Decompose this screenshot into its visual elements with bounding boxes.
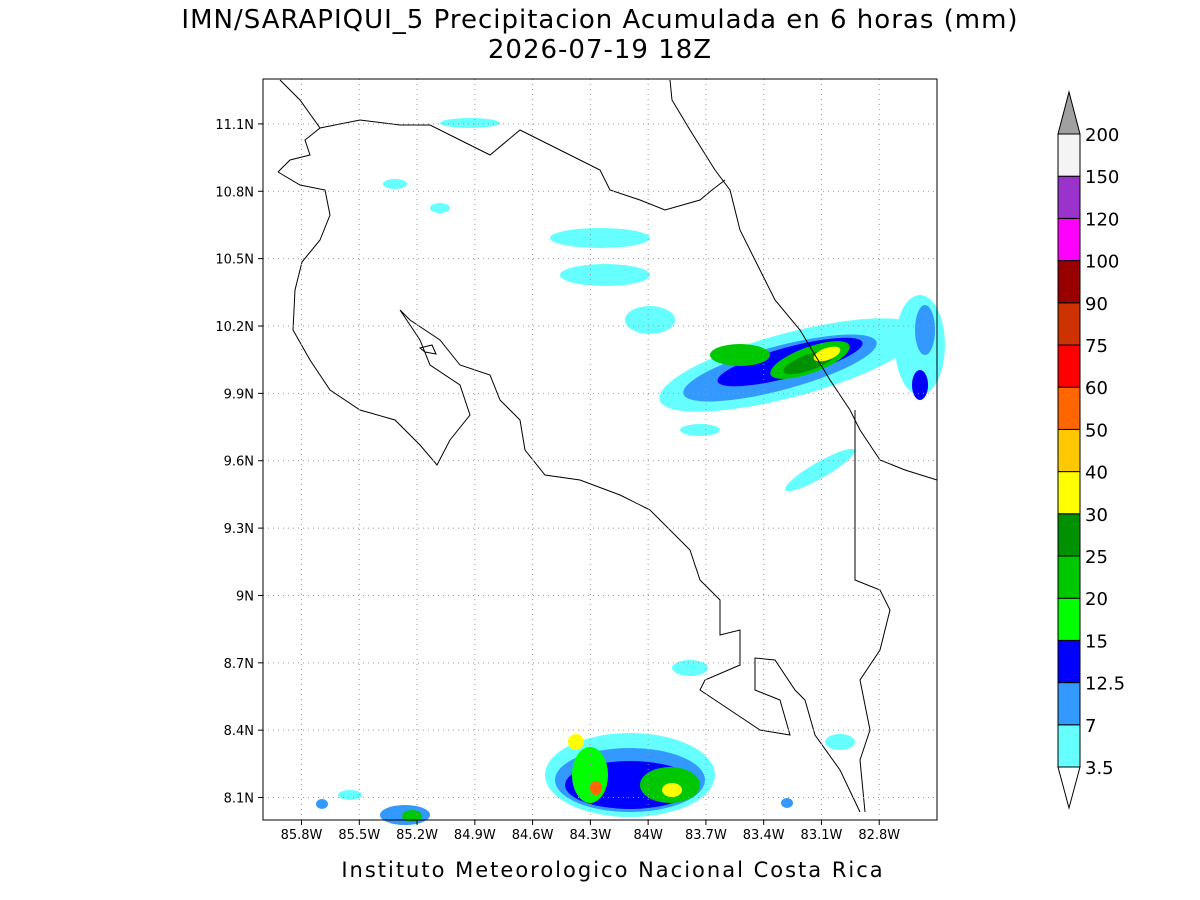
y-tick-label: 8.4N — [224, 724, 254, 739]
x-tick-label: 84.3W — [569, 828, 611, 843]
y-tick-label: 10.2N — [215, 320, 254, 335]
colorbar-band — [1057, 724, 1081, 768]
y-tick-label: 8.7N — [224, 657, 254, 672]
colorbar-band — [1057, 175, 1081, 219]
colorbar-label: 75 — [1085, 336, 1108, 357]
colorbar-label: 40 — [1085, 463, 1108, 484]
y-tick-label: 10.8N — [215, 185, 254, 200]
y-tick-label: 10.5N — [215, 253, 254, 268]
colorbar-band — [1057, 344, 1081, 388]
x-tick-label: 85.8W — [281, 828, 323, 843]
colorbar-band — [1057, 386, 1081, 430]
colorbar-band — [1057, 682, 1081, 726]
precipitation-field — [316, 118, 945, 825]
colorbar-label: 25 — [1085, 547, 1108, 568]
x-tick-label: 85.5W — [338, 828, 380, 843]
colorbar-label: 7 — [1085, 716, 1096, 737]
colorbar-label: 200 — [1085, 125, 1119, 146]
colorbar-band — [1057, 513, 1081, 557]
colorbar-label: 60 — [1085, 378, 1108, 399]
x-tick-label: 83.7W — [685, 828, 727, 843]
colorbar-band — [1057, 597, 1081, 641]
colorbar-label: 150 — [1085, 167, 1119, 188]
colorbar-label: 15 — [1085, 631, 1108, 652]
colorbar-band — [1057, 639, 1081, 684]
colorbar-band — [1057, 260, 1081, 304]
y-tick-label: 9N — [236, 589, 254, 604]
x-tick-label: 85.2W — [396, 828, 438, 843]
colorbar-band — [1057, 302, 1081, 346]
y-tick-label: 11.1N — [215, 118, 254, 133]
x-tick-label: 84.6W — [512, 828, 554, 843]
colorbar-label: 50 — [1085, 420, 1108, 441]
colorbar: 3.5 7 12.5 15 20 25 30 40 50 60 75 90 100 120 150 200 — [1057, 90, 1125, 810]
y-tick-label: 9.3N — [224, 522, 254, 537]
x-tick-label: 84W — [633, 828, 663, 843]
colorbar-band — [1057, 217, 1081, 262]
colorbar-label: 3.5 — [1085, 758, 1114, 779]
x-tick-label: 83.1W — [801, 828, 843, 843]
colorbar-band — [1057, 133, 1081, 177]
y-tick-label: 8.1N — [224, 792, 254, 807]
x-tick-label: 83.4W — [743, 828, 785, 843]
y-tick-label: 9.6N — [224, 455, 254, 470]
footer: Instituto Meteorologico Nacional Costa R… — [341, 858, 884, 882]
x-tick-label: 82.8W — [858, 828, 900, 843]
colorbar-below — [1057, 766, 1081, 810]
map-frame — [262, 78, 938, 821]
coastlines — [277, 79, 938, 813]
x-tick-label: 84.9W — [454, 828, 496, 843]
colorbar-band — [1057, 555, 1081, 599]
subtitle: 2026-07-19 18Z — [488, 35, 712, 65]
colorbar-band — [1057, 428, 1081, 473]
axes: 85.8W 85.5W 85.2W 84.9W 84.6W 84.3W 84W 83.7W 83… — [215, 79, 937, 843]
colorbar-above — [1057, 90, 1081, 135]
colorbar-label: 90 — [1085, 294, 1108, 315]
title: IMN/SARAPIQUI_5 Precipitacion Acumulada … — [181, 5, 1018, 35]
colorbar-label: 30 — [1085, 505, 1108, 526]
y-tick-label: 9.9N — [224, 387, 254, 402]
colorbar-label: 12.5 — [1085, 674, 1125, 695]
colorbar-label: 120 — [1085, 209, 1119, 230]
colorbar-label: 100 — [1085, 252, 1119, 273]
colorbar-label: 20 — [1085, 589, 1108, 610]
colorbar-band — [1057, 471, 1081, 515]
